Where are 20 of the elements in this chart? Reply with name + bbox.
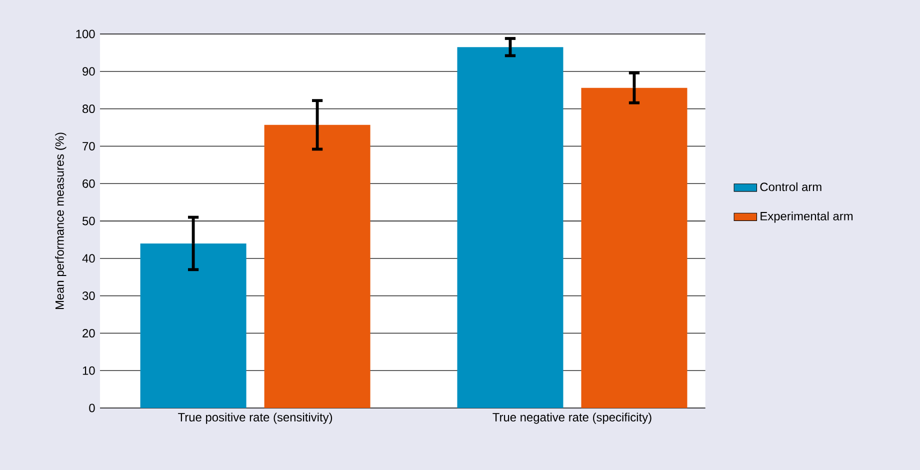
bar	[264, 124, 370, 408]
y-tick-label: 20	[82, 328, 95, 338]
y-tick-label: 40	[82, 254, 95, 263]
x-tick-label: True negative rate (specificity)	[492, 412, 652, 424]
y-tick-label: 100	[76, 30, 95, 38]
y-tick-label: 80	[82, 104, 95, 114]
y-tick-label: 30	[82, 292, 95, 300]
y-tick-label: 50	[82, 216, 95, 226]
y-axis-title: Mean performance measures (%)	[55, 132, 66, 310]
bar	[581, 88, 688, 408]
x-tick-label: True positive rate (sensitivity)	[178, 412, 332, 424]
legend-label: Experimental arm	[760, 212, 853, 223]
bar	[457, 47, 564, 408]
y-tick-label: 90	[82, 67, 95, 76]
y-tick-label: 60	[82, 179, 95, 188]
y-tick-label: 10	[82, 366, 95, 375]
legend-label: Control arm	[760, 182, 822, 192]
y-tick-label: 0	[89, 404, 95, 412]
bar	[140, 243, 246, 408]
y-tick-label: 70	[82, 142, 95, 150]
